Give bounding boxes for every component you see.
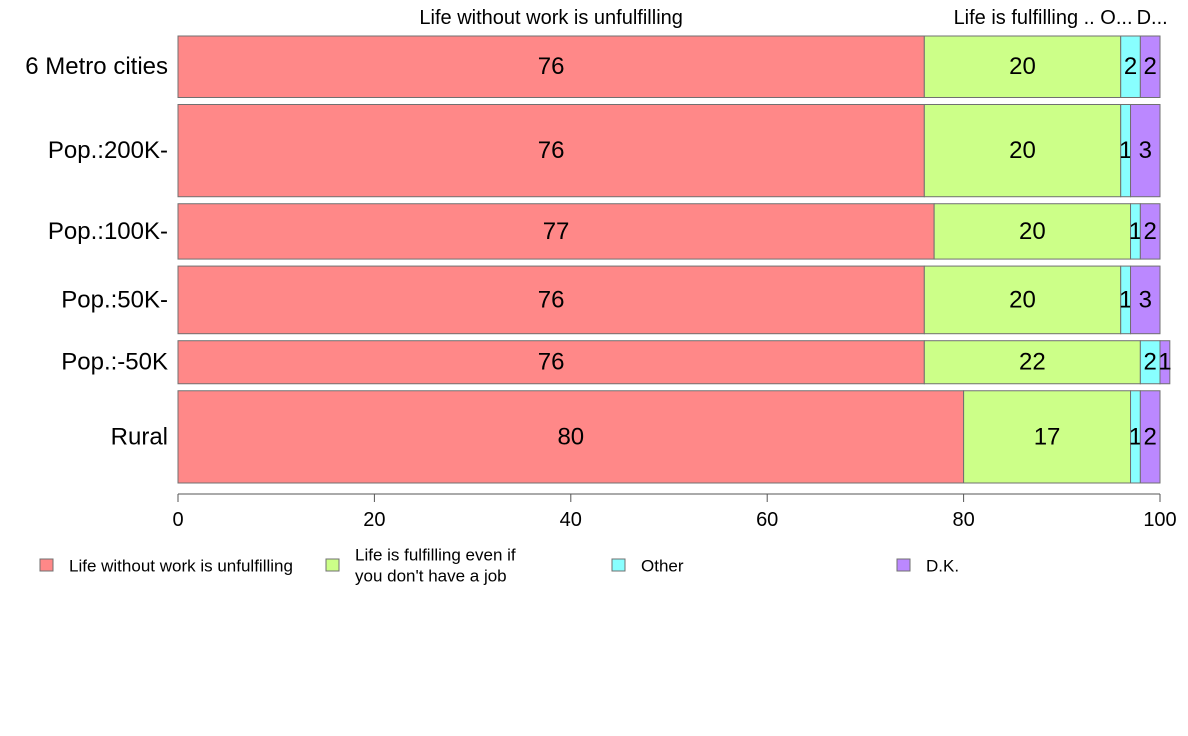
data-label-rural-2: 1 [1129,423,1142,450]
data-label-6-metro-cities-1: 20 [1009,53,1036,80]
data-label-pop-50k-2: 2 [1144,349,1157,376]
category-label-pop-50k: Pop.:50K- [61,286,168,313]
data-label-6-metro-cities-3: 2 [1144,53,1157,80]
data-label-6-metro-cities-0: 76 [538,53,565,80]
data-label-rural-0: 80 [557,423,584,450]
data-label-pop-100k-0: 77 [543,218,570,245]
category-labels: 6 Metro cities Pop.:200K- Pop.:100K- Pop.:5… [25,53,168,450]
legend-swatch-2 [611,558,626,572]
bar-segment-pop-200k-3 [1130,103,1161,198]
data-label-pop-50k-3: 1 [1158,349,1171,376]
data-label-pop-50k-0: 76 [538,349,565,376]
legend-label-3-0: D.K. [926,557,959,576]
bar-segment-6-metro-cities-3 [1139,35,1161,98]
x-tick-label-20: 20 [363,509,385,531]
bar-segment-pop-50k-3 [1159,340,1171,385]
bar-segment-pop-100k-0 [177,203,935,260]
top-labels: Life without work is unfulfilling Life is… [419,7,1167,29]
data-label-pop-200k-1: 20 [1009,137,1036,164]
legend: Life without work is unfulfilling Life is… [39,546,959,586]
x-tick-label-100: 100 [1143,509,1176,531]
data-label-pop-200k-3: 3 [1139,137,1152,164]
bar-segment-pop-200k-1 [923,103,1122,198]
category-label-pop-50k: Pop.:-50K [61,349,168,376]
bar-segment-pop-100k-3 [1139,203,1161,260]
x-tick-label-40: 40 [560,509,582,531]
bar-segment-pop-200k-0 [177,103,925,198]
category-label-pop-100k: Pop.:100K- [48,218,168,245]
legend-label-2-0: Other [641,557,684,576]
category-label-rural: Rural [111,423,168,450]
bar-segment-rural-3 [1139,390,1161,484]
legend-swatch-3 [896,558,911,572]
legend-label-0-0: Life without work is unfulfilling [69,557,293,576]
bar-segment-6-metro-cities-1 [923,35,1122,98]
bar-segment-6-metro-cities-0 [177,35,925,98]
data-label-rural-3: 2 [1144,423,1157,450]
data-label-pop-200k-0: 76 [538,137,565,164]
top-label-1: Life is fulfilling .. O... [954,7,1133,29]
x-tick-label-0: 0 [172,509,183,531]
data-label-pop-50k-2: 1 [1119,286,1132,313]
x-axis: 0 20 40 60 80 100 [172,493,1177,531]
data-label-pop-200k-2: 1 [1119,137,1132,164]
data-label-pop-50k-0: 76 [538,286,565,313]
data-label-pop-50k-1: 20 [1009,286,1036,313]
legend-label-1-1: you don't have a job [355,567,507,586]
category-label-6-metro-cities: 6 Metro cities [25,53,168,80]
data-label-pop-50k-3: 3 [1139,286,1152,313]
data-label-pop-100k-3: 2 [1144,218,1157,245]
data-label-pop-50k-1: 22 [1019,349,1046,376]
bar-segment-pop-50k-0 [177,340,925,385]
legend-swatch-1 [325,558,340,572]
top-label-2: D... [1137,7,1168,29]
bar-segment-pop-50k-1 [923,265,1122,335]
data-label-rural-1: 17 [1034,423,1061,450]
category-label-pop-200k: Pop.:200K- [48,137,168,164]
top-label-0: Life without work is unfulfilling [419,7,682,29]
bar-segment-rural-0 [177,390,965,484]
x-tick-label-80: 80 [952,509,974,531]
x-tick-label-60: 60 [756,509,778,531]
bars: 76 20 2 276 20 1 377 20 1 276 20 1 376 22 2 180 17 1 2 [177,35,1172,484]
legend-swatch-0 [39,558,54,572]
data-label-pop-100k-2: 1 [1129,218,1142,245]
bar-segment-pop-50k-3 [1130,265,1161,335]
legend-label-1-0: Life is fulfilling even if [355,546,516,565]
bar-segment-pop-50k-0 [177,265,925,335]
data-label-pop-100k-1: 20 [1019,218,1046,245]
data-label-6-metro-cities-2: 2 [1124,53,1137,80]
